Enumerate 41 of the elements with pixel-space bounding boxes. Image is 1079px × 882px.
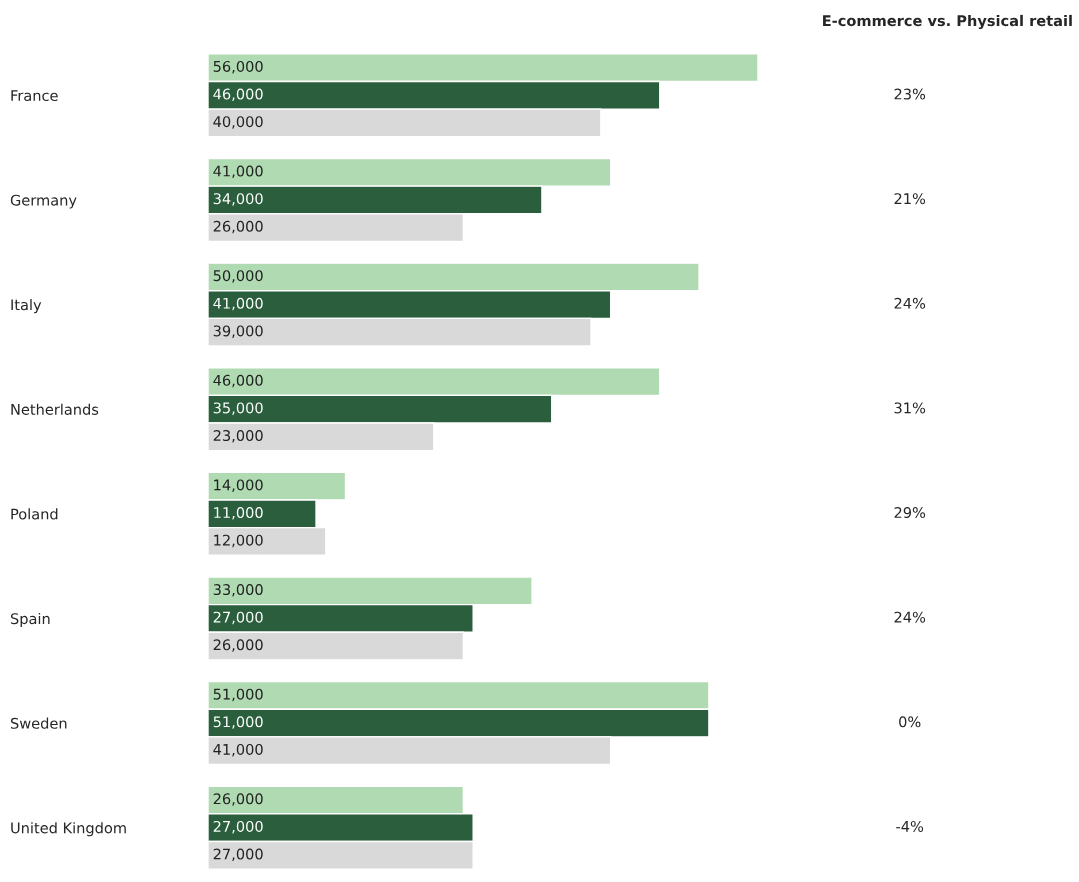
y-tick-label: Spain xyxy=(10,612,50,628)
data-label: 56,000 xyxy=(213,60,263,74)
data-label: 26,000 xyxy=(213,639,263,652)
data-label: 46,000 xyxy=(213,374,263,388)
data-label: 35,000 xyxy=(213,402,263,415)
text: 23% xyxy=(894,88,926,100)
data-label: 27,000 xyxy=(213,611,263,625)
data-label: 34,000 xyxy=(213,193,263,206)
data-label: 51,000 xyxy=(213,688,263,702)
text: 24% xyxy=(894,297,926,309)
data-label: 41,000 xyxy=(213,297,263,311)
data-label: 14,000 xyxy=(214,479,263,492)
data-label: 40,000 xyxy=(213,116,263,129)
y-tick-label: Sweden xyxy=(10,717,67,729)
data-label: 41,000 xyxy=(213,165,263,179)
text: 24% xyxy=(894,611,926,623)
data-label: 12,000 xyxy=(214,534,263,548)
text: E-commerce vs. Physical retail xyxy=(823,14,1072,30)
data-label: 27,000 xyxy=(213,820,263,834)
data-label: 50,000 xyxy=(213,270,263,283)
text: 29% xyxy=(894,507,926,519)
y-tick-label: Germany xyxy=(10,194,77,209)
text: 31% xyxy=(894,402,926,414)
data-label: 39,000 xyxy=(213,325,263,338)
y-tick-label: Italy xyxy=(11,299,42,314)
data-label: 33,000 xyxy=(213,584,263,597)
data-label: 11,000 xyxy=(214,507,263,520)
y-tick-label: France xyxy=(11,90,58,102)
y-tick-label: United Kingdom xyxy=(11,822,126,837)
data-label: 26,000 xyxy=(213,793,263,806)
text: 0% xyxy=(899,716,921,728)
data-label: 41,000 xyxy=(213,743,263,757)
text: -4% xyxy=(896,820,924,832)
y-tick-label: Poland xyxy=(11,508,58,520)
text: 21% xyxy=(894,193,926,205)
data-label: 26,000 xyxy=(213,220,263,234)
y-tick-label: Netherlands xyxy=(11,403,99,415)
data-label: 23,000 xyxy=(213,430,263,443)
data-label: 46,000 xyxy=(213,88,263,102)
data-label: 27,000 xyxy=(213,848,263,862)
data-label: 51,000 xyxy=(213,716,263,729)
